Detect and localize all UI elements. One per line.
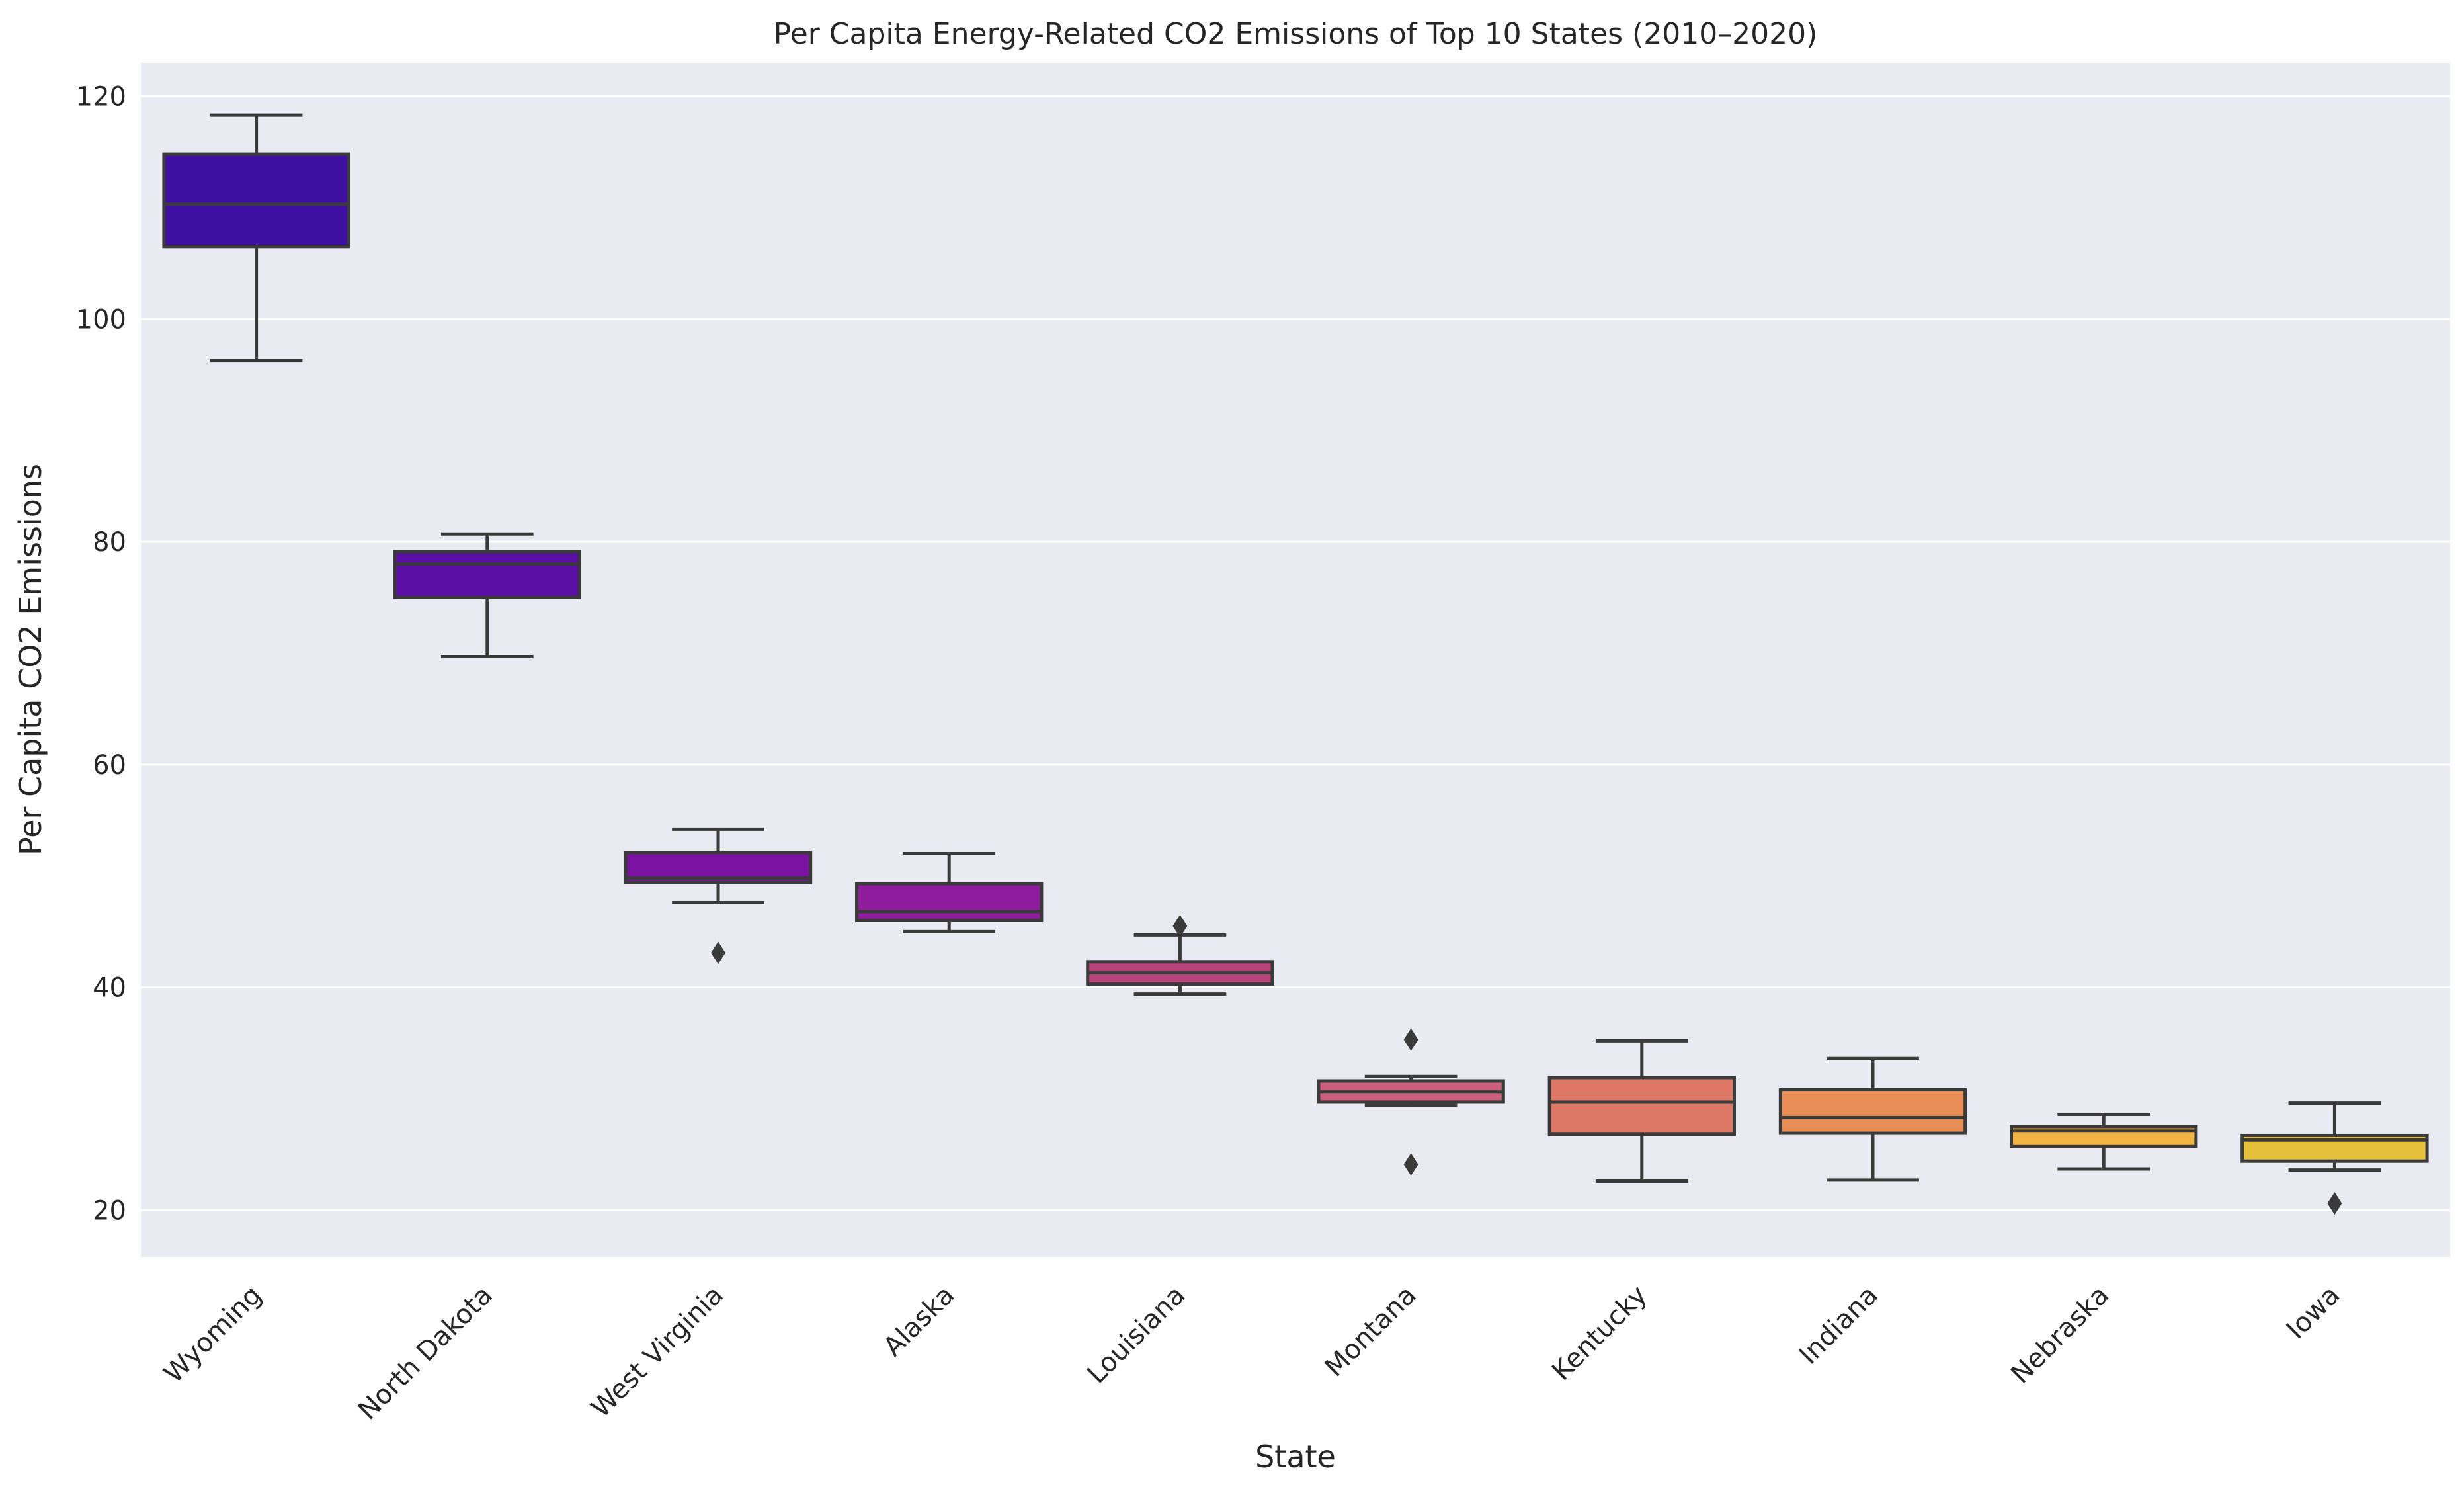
outlier-point xyxy=(711,941,725,964)
box-iqr xyxy=(393,550,581,599)
y-tick-label: 100 xyxy=(76,304,126,335)
outlier-point xyxy=(1403,1153,1418,1176)
y-tick-label: 60 xyxy=(93,750,126,781)
grid-lines xyxy=(141,95,2450,1211)
y-tick-label: 120 xyxy=(76,82,126,112)
box-iowa xyxy=(2240,1101,2429,1215)
box-iqr xyxy=(1547,1076,1736,1136)
outlier-point xyxy=(2327,1192,2342,1215)
x-axis-label: State xyxy=(1255,1439,1336,1474)
boxes-layer xyxy=(162,113,2429,1215)
box-louisiana xyxy=(1086,914,1274,996)
chart-title: Per Capita Energy-Related CO2 Emissions … xyxy=(774,17,1818,51)
outlier-point xyxy=(1172,914,1188,937)
y-axis-ticks: 20 40 60 80 100 120 xyxy=(76,82,126,1226)
box-montana xyxy=(1317,1028,1505,1176)
y-tick-label: 80 xyxy=(93,527,126,558)
box-kentucky xyxy=(1547,1039,1736,1183)
box-west-virginia xyxy=(624,827,813,964)
y-tick-label: 20 xyxy=(93,1195,126,1226)
y-axis-label: Per Capita CO2 Emissions xyxy=(13,464,48,855)
box-wyoming xyxy=(162,113,350,363)
box-iqr xyxy=(1778,1088,1967,1135)
box-iqr xyxy=(162,152,350,249)
outlier-point xyxy=(1403,1028,1418,1051)
box-iqr xyxy=(855,882,1044,923)
box-indiana xyxy=(1778,1056,1967,1182)
plot-area xyxy=(141,63,2450,1257)
box-alaska xyxy=(855,851,1044,933)
y-tick-label: 40 xyxy=(93,973,126,1004)
box-nebraska xyxy=(2010,1112,2198,1171)
box-north-dakota xyxy=(393,532,581,658)
